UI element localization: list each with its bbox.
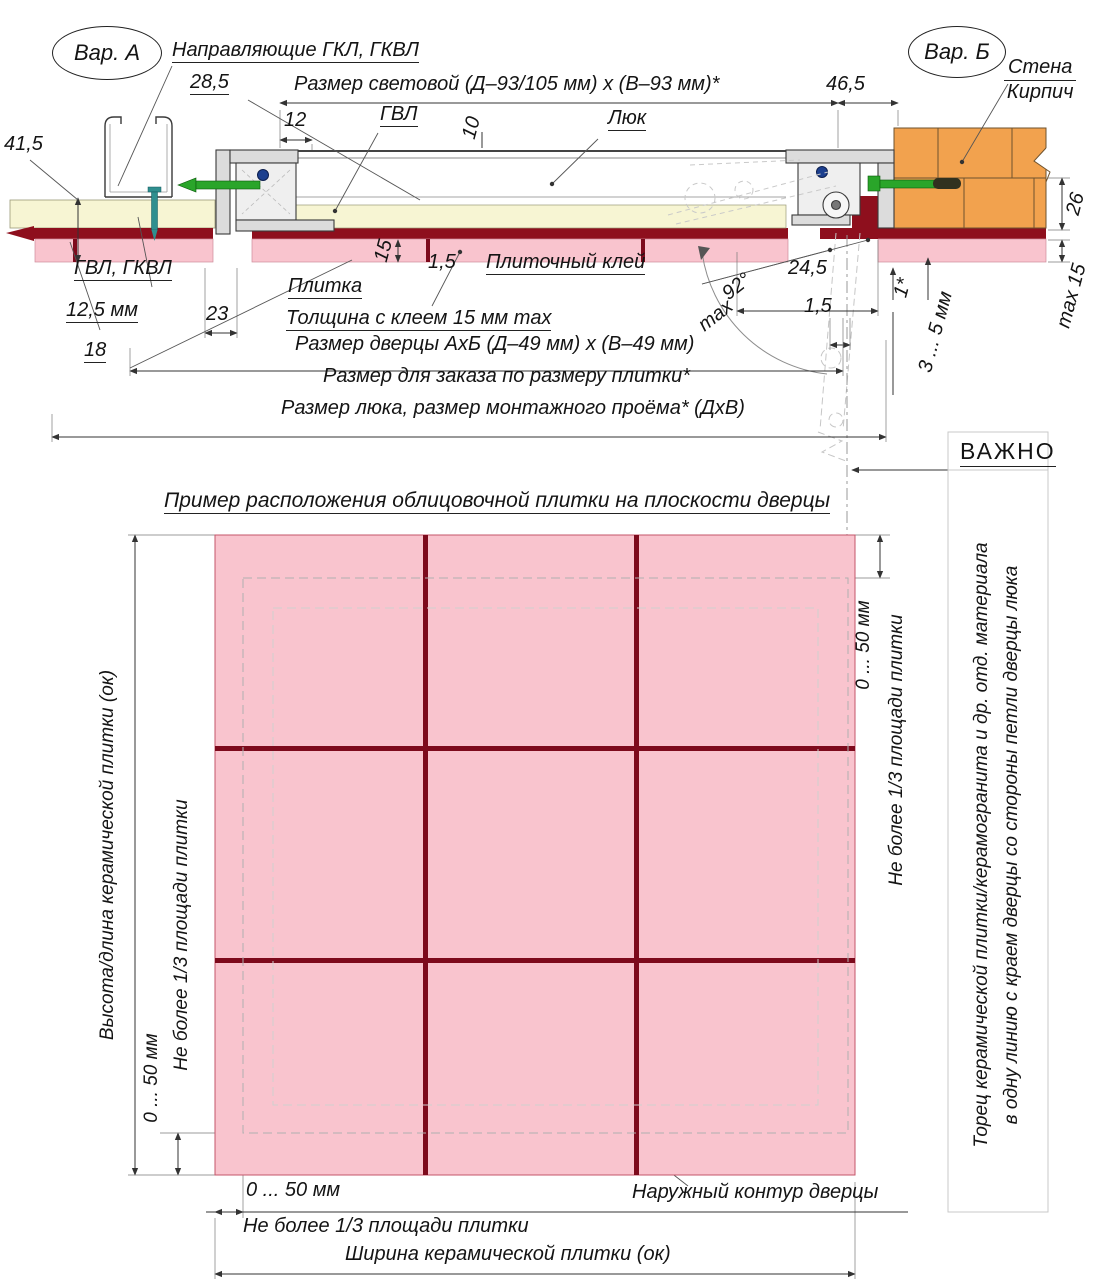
guides-label: Направляющие ГКЛ, ГКВЛ [172, 39, 419, 63]
dim-1-5-a: 1,5 [428, 251, 456, 273]
tile-example-title: Пример расположения облицовочной плитки … [164, 489, 831, 515]
metal-guide-profile [104, 116, 173, 198]
variant-b-label: Вар. Б [924, 39, 990, 64]
note-box [947, 431, 1049, 1213]
tile-bottom-third: Не более 1/3 площади плитки [243, 1215, 529, 1237]
tile-field [214, 534, 856, 1176]
layers-under-door [251, 228, 789, 263]
dim-23: 23 [206, 303, 229, 325]
door-outer-contour-dashed [242, 577, 849, 1134]
door-size-label: Размер дверцы АхБ (Д–49 мм) х (В–49 мм) [295, 333, 695, 355]
hatch-frame-right [785, 149, 895, 229]
anchor-right [867, 175, 961, 192]
tile-height-label: Высота/длина керамической плитки (ок) [97, 669, 119, 1041]
dim-1-5-b: 1,5 [804, 295, 832, 317]
wall-line1: Стена [1004, 56, 1077, 81]
dim-12-5: 12,5 мм [66, 299, 138, 323]
tile-left-third: Не более 1/3 площади плитки [171, 799, 193, 1071]
tile-right-third: Не более 1/3 площади плитки [886, 614, 908, 886]
door-panel [254, 150, 839, 229]
tile-left-offset: 0 ... 50 мм [141, 1033, 163, 1123]
wall-line2: Кирпич [1006, 81, 1074, 103]
variant-a-label: Вар. А [73, 40, 141, 65]
door-inner-contour-dashed [272, 607, 819, 1106]
thickness-label: Толщина с клеем 15 мм max [286, 307, 552, 331]
important-note-line1: Торец керамической плитки/керамогранита … [971, 542, 993, 1148]
extension-lines [51, 110, 1070, 1279]
hatch-frame-left [215, 149, 335, 235]
important-note-line2: в одну линию с краем дверцы со стороны п… [1001, 565, 1023, 1125]
order-size-label: Размер для заказа по размеру плитки* [323, 365, 691, 387]
dim-18: 18 [84, 339, 107, 363]
gvl-label: ГВЛ [380, 103, 418, 127]
outer-contour-label: Наружный контур дверцы [632, 1181, 879, 1203]
arc-arrow [698, 246, 710, 260]
tile-bottom-width: Ширина керамической плитки (ок) [345, 1243, 671, 1265]
dim-46-5: 46,5 [826, 73, 865, 95]
variant-b-bubble: Вар. Б [908, 26, 1006, 78]
dim-24-5: 24,5 [788, 257, 827, 279]
dim-41-5: 41,5 [4, 133, 43, 155]
gvl-gkvl-label: ГВЛ, ГКВЛ [74, 257, 172, 281]
tile-bottom-offset: 0 ... 50 мм [246, 1179, 341, 1201]
hidden-hinge-mechanism [667, 159, 837, 225]
tile-right-offset: 0 ... 50 мм [853, 600, 875, 690]
dimension-lines [51, 99, 1066, 1278]
fastener-dot-right [816, 166, 828, 178]
leader-lines [29, 65, 1009, 1213]
important-title: ВАЖНО [960, 438, 1056, 467]
screw-left-vertical [147, 186, 162, 241]
layers-under-brick [877, 228, 1047, 263]
adhesive-label: Плиточный клей [486, 251, 646, 275]
fastener-dot-left [257, 169, 269, 181]
hatch-size-label: Размер люка, размер монтажного проёма* (… [281, 397, 745, 419]
light-size-label: Размер световой (Д–93/105 мм) х (В–93 мм… [294, 73, 720, 95]
variant-a-bubble: Вар. А [52, 26, 162, 80]
tile-label: Плитка [288, 275, 363, 299]
brick-wall [893, 127, 1051, 229]
hatch-label: Люк [608, 107, 647, 131]
dim-28-5: 28,5 [190, 71, 229, 95]
wall-label: Стена Кирпич [1004, 56, 1077, 104]
dim-12: 12 [284, 109, 307, 131]
screw-left-horizontal [177, 177, 261, 193]
ceiling-layers-left [6, 199, 216, 263]
